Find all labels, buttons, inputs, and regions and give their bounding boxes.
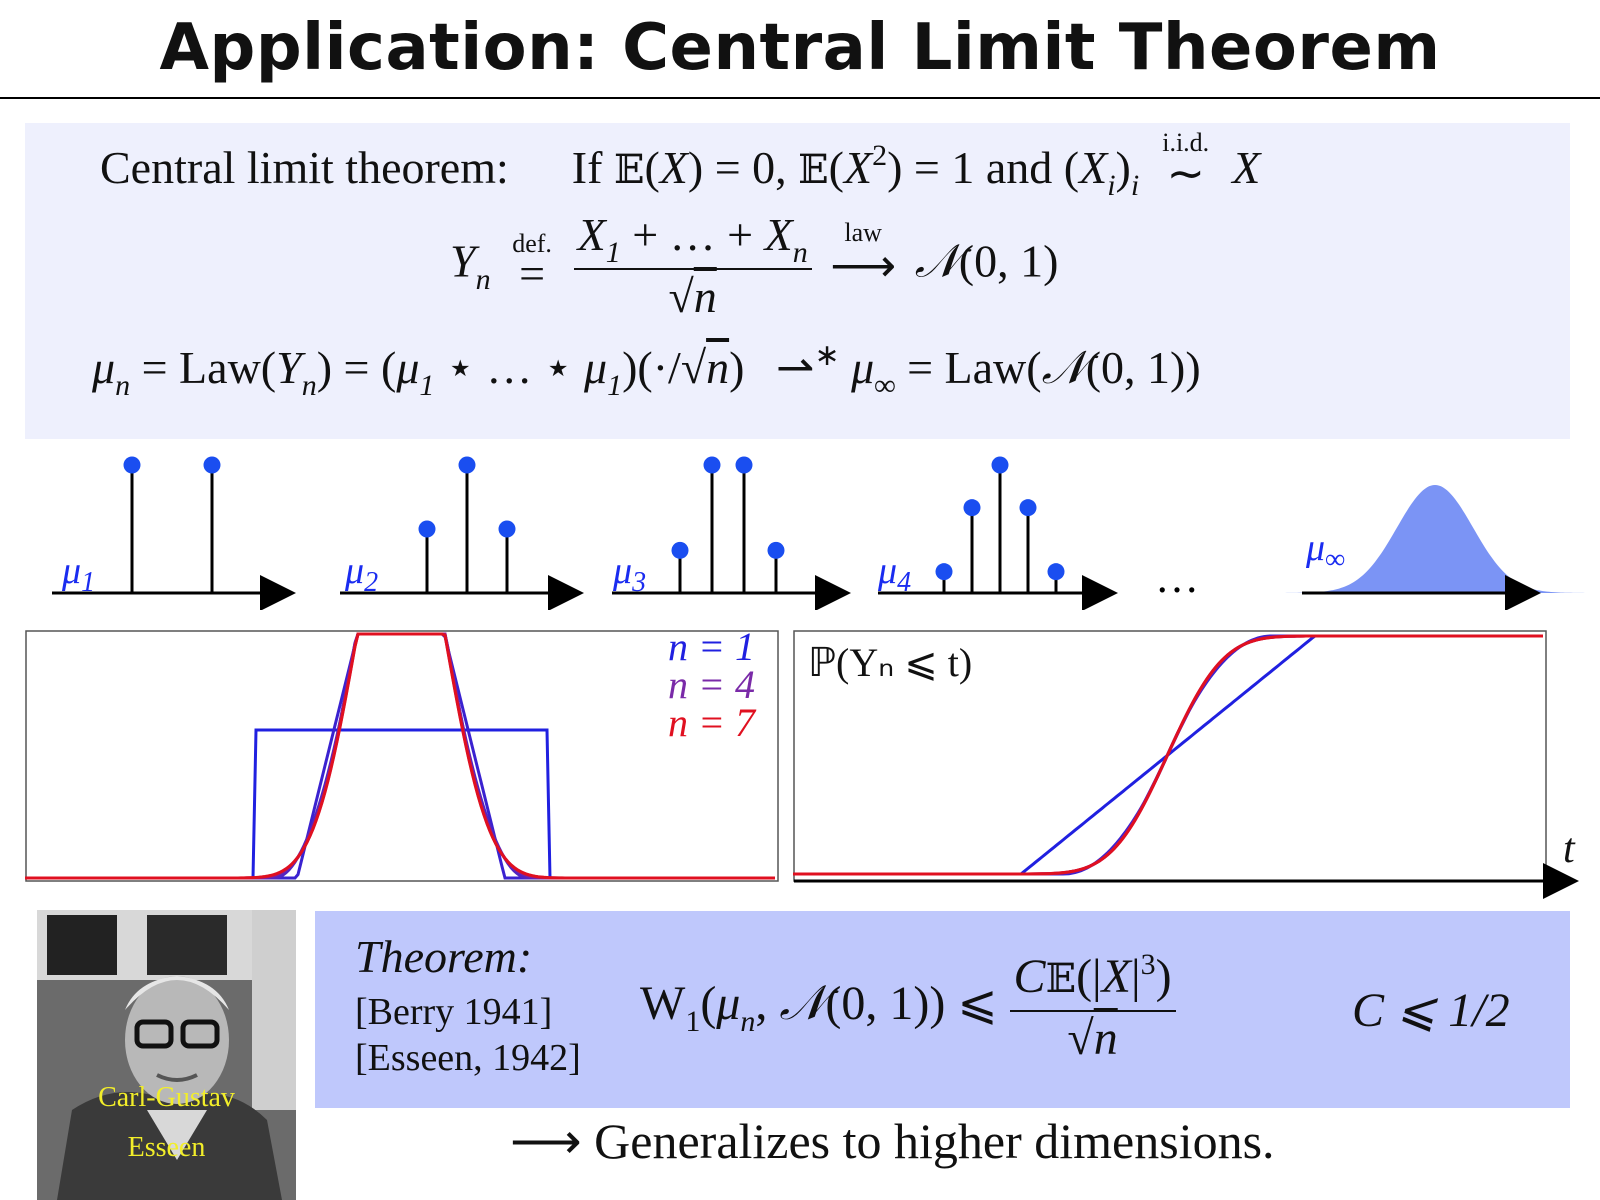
legend-n4: n = 4: [668, 662, 755, 707]
mu2-atom-0: [418, 520, 436, 538]
portrait-photo: Carl-Gustav Esseen: [37, 910, 296, 1200]
law-word-2: Law: [944, 342, 1027, 393]
clt-if: If: [571, 142, 603, 193]
legend-n7: n = 7: [668, 700, 757, 745]
cdf-axis-label: t: [1563, 826, 1576, 872]
photo-caption-line1: Carl-Gustav: [98, 1082, 235, 1113]
cdf-curve-n7: [793, 634, 1543, 876]
mu2-label: μ2: [344, 550, 378, 598]
cdf-label: ℙ(Yₙ ⩽ t): [808, 640, 972, 685]
clt-box: [25, 123, 1570, 439]
mu4-label: μ4: [877, 550, 911, 598]
mu3-label: μ3: [612, 550, 646, 598]
density-curve-n7: [25, 632, 775, 880]
theorem-title: Theorem:: [355, 931, 533, 982]
cdf-plot: ℙ(Yₙ ⩽ t) t: [793, 630, 1579, 899]
mu4-atom-2: [991, 456, 1009, 474]
gaussian-density: [1283, 485, 1587, 593]
clt-line2: Yn def. = X1 + … + Xn √n law ⟶ 𝒩(0, 1): [450, 209, 1059, 322]
title-rule: [0, 97, 1600, 99]
mu4-atom-4: [1047, 563, 1065, 581]
clt-line3: μn = Law(Yn) = (μ1 ⋆ … ⋆ μ1)(·/√n) ⇀∗ μ∞…: [92, 339, 1201, 402]
def-label: def.: [512, 228, 552, 258]
mu1-atom-1: [203, 456, 221, 474]
mu1-label: μ1: [61, 550, 95, 598]
mu-inf-label: μ∞: [1305, 527, 1345, 575]
theorem-ref2: [Esseen, 1942]: [355, 1037, 581, 1079]
photo-caption-line2: Esseen: [127, 1132, 206, 1163]
law-word-1: Law: [179, 342, 261, 393]
mu1-atom-0: [123, 456, 141, 474]
iid-label: i.i.d.: [1162, 128, 1210, 157]
measure-diagrams: μ1 μ2 μ3 μ4 μ∞ …: [52, 456, 1587, 610]
page-title: Application: Central Limit Theorem: [159, 11, 1441, 85]
mu4-atom-0: [935, 563, 953, 581]
mu4-atom-3: [1019, 499, 1037, 517]
legend-n1: n = 1: [668, 630, 755, 669]
theorem-inequality: W1(μn, 𝒩(0, 1)) ⩽ C𝔼(|X|3) √n: [640, 948, 1176, 1066]
mu3-atom-3: [767, 541, 785, 559]
density-plot: n = 1 n = 4 n = 7: [25, 630, 779, 882]
mu3-atom-1: [703, 456, 721, 474]
law-arrow-label: law: [844, 217, 882, 247]
theorem-box: [315, 911, 1570, 1108]
generalizes-text: ⟶ Generalizes to higher dimensions.: [510, 1113, 1275, 1169]
theorem-ref1: [Berry 1941]: [355, 991, 553, 1033]
mu4-atom-1: [963, 499, 981, 517]
mu3-atom-0: [671, 541, 689, 559]
clt-and: and: [985, 142, 1053, 193]
clt-line1: Central limit theorem: If 𝔼(X) = 0, 𝔼(X2…: [100, 128, 1261, 202]
mu2-atom-1: [458, 456, 476, 474]
theorem-constant: C ⩽ 1/2: [1352, 984, 1510, 1037]
mu3-atom-2: [735, 456, 753, 474]
portrait-illustration: [37, 910, 296, 1200]
mu2-atom-2: [498, 520, 516, 538]
ellipsis: …: [1155, 553, 1199, 602]
clt-label: Central limit theorem:: [100, 142, 509, 193]
